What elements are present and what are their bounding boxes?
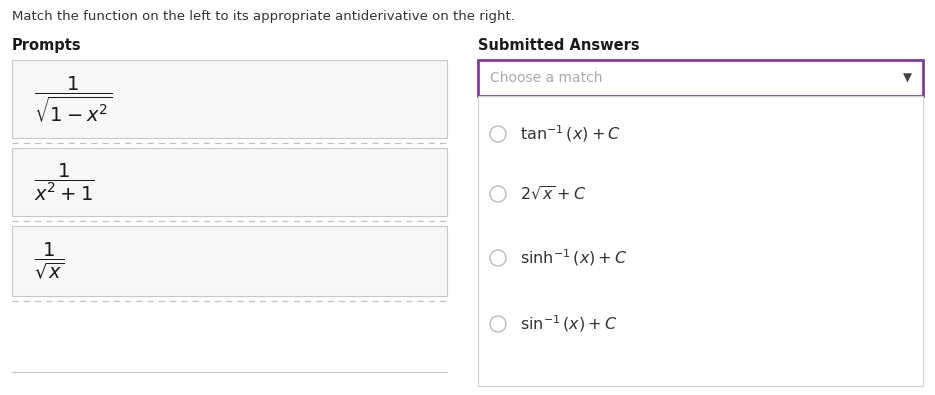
FancyBboxPatch shape	[478, 96, 923, 386]
Text: $\sin^{-1}(x) + C$: $\sin^{-1}(x) + C$	[520, 314, 617, 334]
Text: Submitted Answers: Submitted Answers	[478, 38, 640, 53]
Text: ▼: ▼	[902, 71, 912, 85]
FancyBboxPatch shape	[12, 148, 447, 216]
Text: Match the function on the left to its appropriate antiderivative on the right.: Match the function on the left to its ap…	[12, 10, 515, 23]
FancyBboxPatch shape	[12, 60, 447, 138]
Text: $\dfrac{1}{\sqrt{1-x^2}}$: $\dfrac{1}{\sqrt{1-x^2}}$	[34, 74, 112, 124]
FancyBboxPatch shape	[12, 226, 447, 296]
Text: Prompts: Prompts	[12, 38, 81, 53]
Text: $\tan^{-1}(x) + C$: $\tan^{-1}(x) + C$	[520, 124, 621, 144]
FancyBboxPatch shape	[478, 60, 923, 96]
Text: Choose a match: Choose a match	[490, 71, 602, 85]
Text: $\dfrac{1}{\sqrt{x}}$: $\dfrac{1}{\sqrt{x}}$	[34, 241, 65, 281]
Text: $\dfrac{1}{x^2+1}$: $\dfrac{1}{x^2+1}$	[34, 161, 94, 203]
Text: $2\sqrt{x} + C$: $2\sqrt{x} + C$	[520, 185, 586, 203]
Text: $\sinh^{-1}(x) + C$: $\sinh^{-1}(x) + C$	[520, 248, 627, 268]
